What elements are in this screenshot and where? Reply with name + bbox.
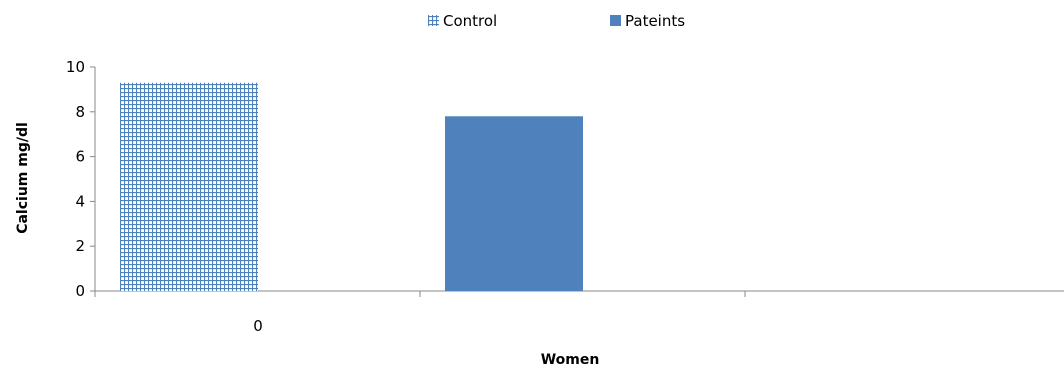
- x-axis-title: Women: [541, 352, 600, 368]
- y-tick-label: 8: [75, 103, 85, 121]
- y-axis-title: Calcium mg/dl: [15, 122, 31, 234]
- y-ticks: 0 2 4 6 8 10: [66, 58, 95, 300]
- y-tick-label: 2: [75, 237, 85, 255]
- bars: [120, 82, 583, 292]
- y-tick-label: 6: [75, 148, 85, 166]
- y-tick-label: 10: [66, 58, 85, 76]
- x-category-label: 0: [253, 317, 263, 335]
- y-tick-label: 0: [75, 282, 85, 300]
- legend-label-control: Control: [443, 12, 497, 30]
- bar-pateints: [445, 116, 583, 291]
- legend-swatch-control: [428, 15, 439, 26]
- legend: Control Pateints: [428, 12, 685, 30]
- legend-label-pateints: Pateints: [625, 12, 685, 30]
- bar-control: [120, 82, 258, 292]
- y-tick-label: 4: [75, 192, 85, 210]
- x-ticks: [94, 291, 746, 297]
- legend-swatch-pateints: [610, 15, 621, 26]
